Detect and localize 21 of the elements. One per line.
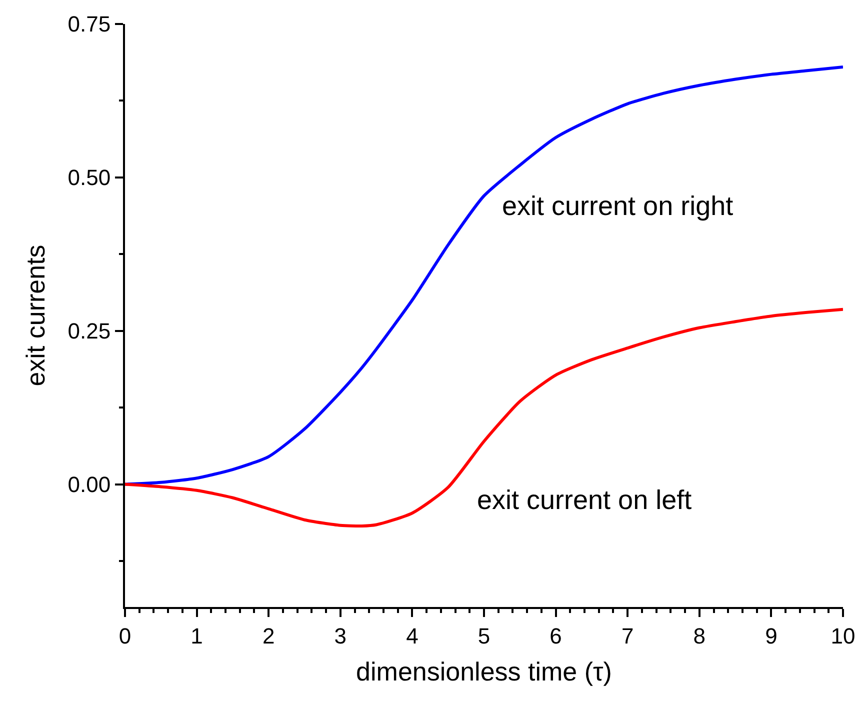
x-tick-label: 3: [334, 623, 347, 648]
y-tick-label: 0.25: [68, 318, 111, 344]
line-series: [125, 65, 843, 486]
x-tick-label: 1: [190, 623, 203, 648]
y-tick-label: 0.75: [68, 12, 111, 37]
x-tick-label: 4: [406, 623, 418, 648]
x-tick-label: 10: [830, 623, 856, 648]
y-axis-title: exit currents: [20, 244, 51, 386]
x-axis-title: dimensionless time (τ): [356, 656, 612, 687]
x-tick-label: 2: [262, 623, 275, 648]
annotation: exit current on right: [502, 191, 734, 221]
annotation: exit current on left: [477, 485, 692, 515]
x-tick-label: 8: [693, 623, 706, 648]
x-tick-label: 0: [118, 623, 132, 648]
x-tick-label: 6: [550, 623, 562, 648]
y-tick-label: 0.00: [68, 472, 111, 497]
line-series: [125, 308, 843, 528]
x-tick-label: 9: [765, 623, 778, 648]
x-tick-label: 5: [478, 623, 490, 648]
y-tick-label: 0.50: [68, 165, 111, 190]
x-tick-label: 7: [621, 623, 634, 648]
